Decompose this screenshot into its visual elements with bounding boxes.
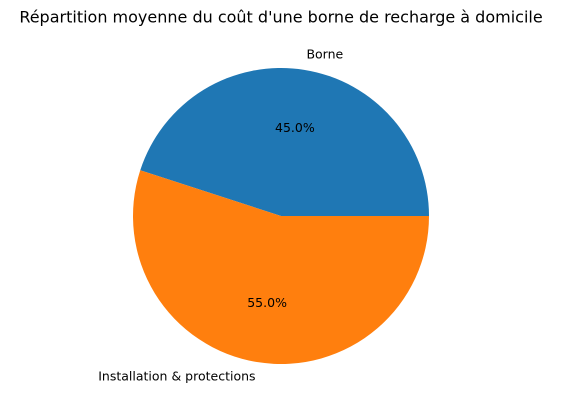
slice-label: Installation & protections — [98, 368, 255, 383]
percent-label: 55.0% — [247, 295, 287, 310]
pie-slice — [133, 170, 430, 364]
pie-slice — [140, 67, 429, 217]
slice-label: Borne — [306, 47, 343, 62]
chart-title: Répartition moyenne du coût d'une borne … — [19, 8, 542, 27]
percent-label: 45.0% — [275, 120, 315, 135]
